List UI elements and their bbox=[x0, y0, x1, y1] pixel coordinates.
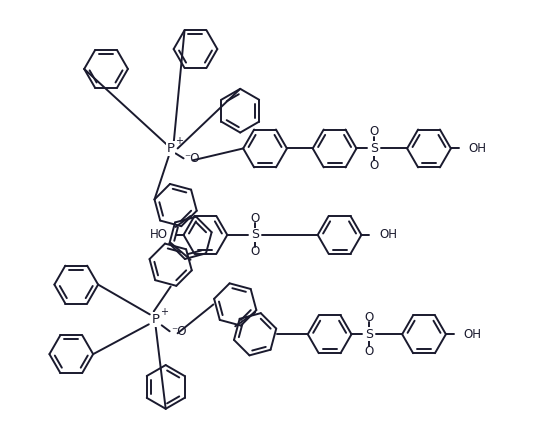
Text: S: S bbox=[365, 328, 373, 341]
Text: O: O bbox=[251, 245, 260, 258]
Text: O: O bbox=[370, 159, 379, 172]
Text: O: O bbox=[365, 345, 374, 358]
Text: O: O bbox=[365, 311, 374, 324]
Text: ⁻O: ⁻O bbox=[185, 152, 200, 165]
Text: +: + bbox=[159, 307, 168, 318]
Text: OH: OH bbox=[464, 328, 482, 341]
Text: +: + bbox=[175, 137, 182, 146]
Text: OH: OH bbox=[469, 142, 486, 155]
Text: S: S bbox=[370, 142, 378, 155]
Text: P: P bbox=[167, 142, 175, 155]
Text: ⁻O: ⁻O bbox=[171, 325, 187, 338]
Text: O: O bbox=[370, 125, 379, 138]
Text: S: S bbox=[251, 228, 259, 241]
Text: O: O bbox=[251, 212, 260, 225]
Text: OH: OH bbox=[379, 228, 397, 241]
Text: HO: HO bbox=[150, 228, 168, 241]
Text: P: P bbox=[152, 313, 160, 326]
